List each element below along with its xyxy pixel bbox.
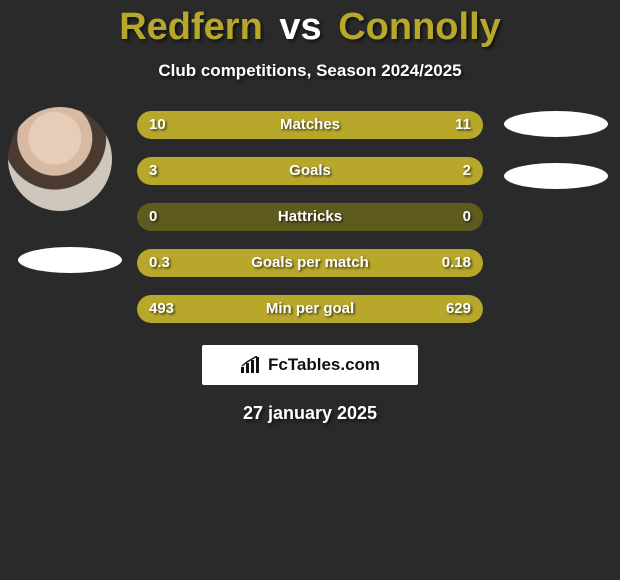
page-title: Redfern vs Connolly (0, 0, 620, 49)
stat-value-right: 2 (463, 157, 471, 185)
stat-bar-goals: 3 Goals 2 (137, 157, 483, 185)
player2-avatar-ellipse (504, 111, 608, 137)
title-player1: Redfern (119, 6, 263, 48)
stat-value-right: 0.18 (442, 249, 471, 277)
stat-bar-matches: 10 Matches 11 (137, 111, 483, 139)
subtitle: Club competitions, Season 2024/2025 (0, 61, 620, 81)
stat-value-right: 11 (455, 111, 471, 139)
stat-value-right: 629 (446, 295, 471, 323)
stat-bars: 10 Matches 11 3 Goals 2 0 Hattricks 0 (137, 111, 483, 323)
stat-label: Goals per match (137, 249, 483, 277)
title-player2: Connolly (338, 6, 501, 48)
content-area: 10 Matches 11 3 Goals 2 0 Hattricks 0 (0, 111, 620, 424)
stat-bar-min-per-goal: 493 Min per goal 629 (137, 295, 483, 323)
stat-label: Hattricks (137, 203, 483, 231)
player1-name-ellipse (18, 247, 122, 273)
stat-label: Goals (137, 157, 483, 185)
branding-badge: FcTables.com (202, 345, 418, 385)
comparison-card: Redfern vs Connolly Club competitions, S… (0, 0, 620, 580)
stat-bar-hattricks: 0 Hattricks 0 (137, 203, 483, 231)
stat-value-right: 0 (463, 203, 471, 231)
title-vs: vs (279, 6, 321, 48)
player1-avatar (8, 107, 112, 211)
player2-name-ellipse (504, 163, 608, 189)
stat-label: Matches (137, 111, 483, 139)
stat-bar-goals-per-match: 0.3 Goals per match 0.18 (137, 249, 483, 277)
branding-text: FcTables.com (268, 355, 380, 375)
stat-label: Min per goal (137, 295, 483, 323)
date-label: 27 january 2025 (0, 403, 620, 424)
bar-chart-icon (240, 356, 262, 374)
